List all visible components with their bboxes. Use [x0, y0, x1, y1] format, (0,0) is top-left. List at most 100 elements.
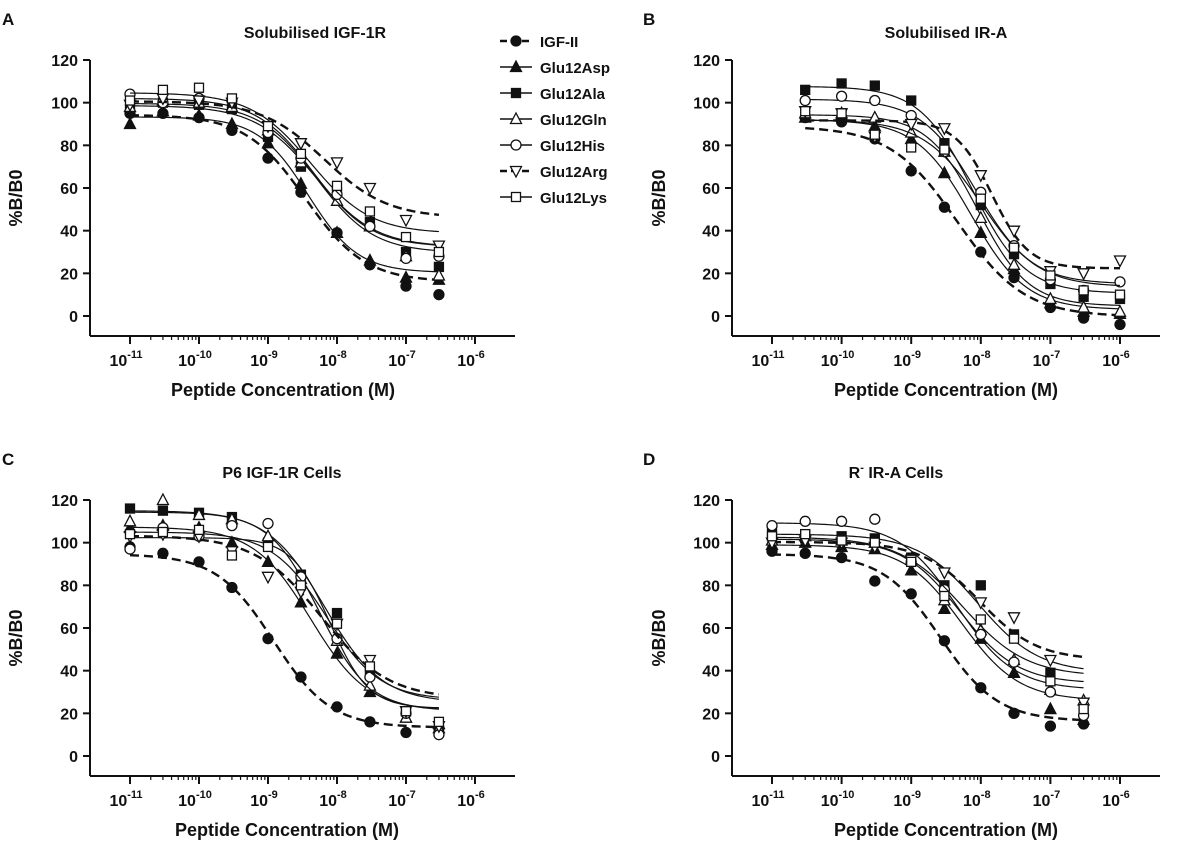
- panel-title: Solubilised IR-A: [885, 25, 1008, 42]
- data-point-glu12lys: [193, 524, 205, 536]
- data-point-glu12lys: [869, 537, 880, 548]
- legend-marker: [509, 165, 523, 179]
- legend-label: Glu12Lys: [540, 190, 607, 207]
- data-point-glu12lys: [975, 193, 986, 204]
- data-point-glu12lys: [1078, 285, 1089, 296]
- y-tick-label: 40: [702, 664, 720, 681]
- data-point-glu12arg: [937, 123, 951, 136]
- y-tick-label: 100: [693, 96, 720, 113]
- data-point-igf-ii: [295, 671, 307, 683]
- data-point-glu12gln: [330, 193, 344, 206]
- data-point-glu12gln: [192, 507, 206, 521]
- fit-curve-glu12gln: [771, 538, 1084, 683]
- series-glu12lys: [800, 106, 1126, 300]
- fit-curve-glu12lys: [129, 92, 439, 233]
- chart-panel-c: C P6 IGF-1R Cells 0 20 40 60 80 100 120 10-11 10-1…: [2, 450, 515, 840]
- data-point-glu12ala: [1045, 667, 1056, 678]
- x-axis-label: Peptide Concentration (M): [834, 380, 1058, 400]
- data-point-glu12asp: [123, 116, 137, 130]
- y-axis-label: %B/B0: [6, 169, 26, 226]
- data-point-glu12ala: [836, 78, 847, 89]
- data-point-glu12arg: [432, 240, 446, 254]
- legend-entry-glu12lys: Glu12Lys: [500, 190, 607, 207]
- data-point-glu12lys: [364, 661, 376, 672]
- x-tick-label: 10-7: [1033, 349, 1061, 370]
- data-point-glu12gln: [261, 528, 275, 542]
- legend-label: Glu12His: [540, 138, 605, 155]
- data-point-igf-ii: [1008, 707, 1020, 719]
- chart-panel-d: D R- IR-A Cells 0 20 40 60 80 100 120 10-11 10-10 1…: [643, 450, 1160, 840]
- data-point-glu12ala: [331, 607, 343, 619]
- x-axis-label: Peptide Concentration (M): [175, 820, 399, 840]
- data-point-glu12his: [799, 515, 811, 527]
- data-point-glu12lys: [1078, 703, 1089, 715]
- x-tick-label: 10-10: [178, 349, 212, 370]
- data-point-glu12lys: [295, 148, 307, 160]
- fit-curve-igf-ii: [129, 553, 439, 729]
- series-glu12lys: [766, 528, 1089, 715]
- data-point-glu12asp: [1007, 665, 1021, 678]
- panel-letter: C: [2, 450, 14, 469]
- data-point-glu12lys: [800, 106, 811, 117]
- x-tick-label: 10-9: [893, 349, 921, 370]
- data-point-glu12his: [766, 519, 778, 532]
- y-tick-label: 80: [60, 138, 78, 155]
- data-point-glu12lys: [766, 531, 778, 542]
- y-tick-label: 20: [60, 706, 78, 723]
- data-point-igf-ii: [331, 701, 343, 713]
- legend-entry-glu12ala: Glu12Ala: [500, 86, 606, 103]
- data-point-glu12arg: [1007, 612, 1021, 625]
- x-axis-label: Peptide Concentration (M): [834, 820, 1058, 840]
- data-point-igf-ii: [1114, 318, 1126, 331]
- y-tick-label: 120: [693, 53, 720, 70]
- y-tick-label: 100: [51, 96, 78, 113]
- data-point-glu12lys: [226, 550, 238, 561]
- data-point-glu12lys: [1045, 676, 1056, 687]
- legend-marker: [509, 59, 523, 73]
- data-point-glu12his: [1008, 656, 1020, 668]
- data-point-glu12asp: [974, 225, 988, 238]
- y-tick-label: 60: [60, 181, 78, 198]
- data-point-glu12his: [364, 220, 376, 233]
- data-point-glu12ala: [124, 503, 136, 514]
- legend-label: Glu12Asp: [540, 60, 610, 77]
- data-point-glu12asp: [156, 103, 170, 117]
- fit-curve-glu12ala: [771, 533, 1084, 670]
- series-glu12ala: [124, 97, 445, 273]
- x-tick-label: 10-10: [821, 789, 855, 810]
- y-tick-label: 80: [60, 578, 78, 595]
- legend-marker: [509, 111, 523, 125]
- fit-curve-glu12gln: [805, 114, 1121, 306]
- fit-curve-glu12ala: [129, 105, 439, 246]
- fit-curve-glu12ala: [129, 510, 439, 700]
- fit-curve-glu12asp: [771, 544, 1084, 699]
- series-glu12ala: [800, 78, 1126, 305]
- data-point-glu12lys: [193, 82, 205, 93]
- y-tick-label: 60: [702, 181, 720, 198]
- data-point-glu12lys: [433, 716, 445, 728]
- data-point-glu12arg: [330, 157, 344, 170]
- y-tick-label: 60: [702, 621, 720, 638]
- data-point-glu12lys: [939, 590, 950, 602]
- legend-marker: [510, 35, 522, 47]
- x-tick-label: 10-9: [250, 789, 278, 810]
- data-point-glu12asp: [330, 646, 344, 659]
- data-point-glu12gln: [1077, 300, 1091, 313]
- y-tick-label: 40: [702, 224, 720, 241]
- x-tick-label: 10-9: [250, 349, 278, 370]
- fit-curve-glu12arg: [771, 540, 1084, 659]
- data-point-glu12gln: [1113, 304, 1127, 317]
- chart-panel-b: B Solubilised IR-A 0 20 40 60 80 100 120 10-11 10-…: [643, 10, 1160, 400]
- data-point-glu12gln: [868, 110, 882, 123]
- data-point-glu12arg: [363, 182, 377, 196]
- panel-title: P6 IGF-1R Cells: [222, 465, 341, 482]
- data-point-glu12lys: [433, 246, 445, 258]
- data-point-glu12lys: [124, 95, 136, 106]
- data-point-igf-ii: [262, 633, 274, 645]
- data-point-glu12asp: [330, 225, 344, 238]
- data-point-glu12gln: [156, 492, 170, 506]
- data-point-glu12ala: [975, 580, 986, 591]
- series-glu12arg: [765, 535, 1091, 711]
- data-point-igf-ii: [835, 551, 848, 564]
- data-point-glu12ala: [906, 95, 917, 106]
